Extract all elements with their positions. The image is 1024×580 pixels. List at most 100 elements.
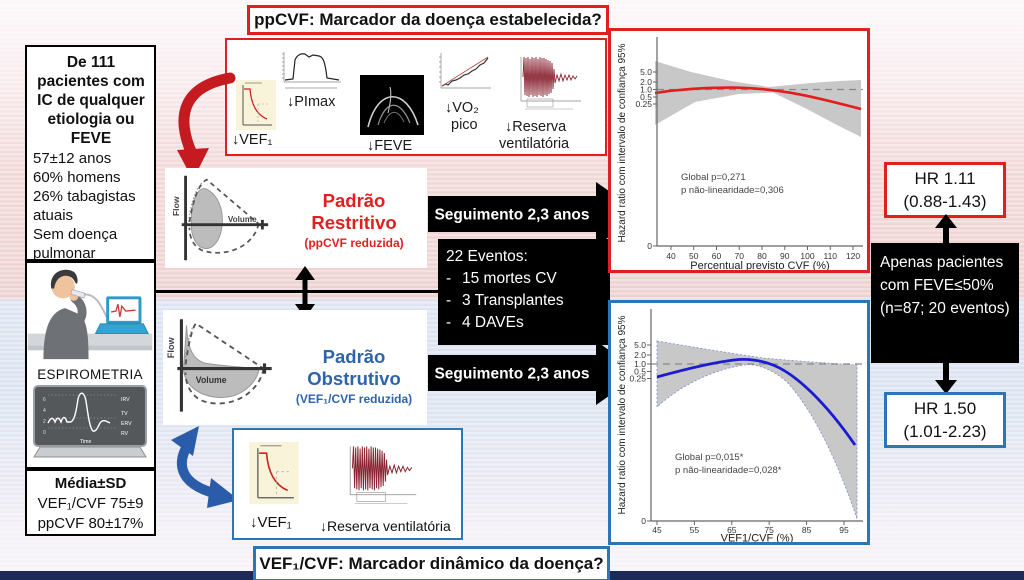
axes bbox=[656, 37, 863, 247]
marker-label-vo2: ↓VO₂ bbox=[445, 100, 479, 116]
marker-label-reserva: ↓Reserva ventilatória bbox=[320, 518, 451, 534]
restrictive-title: Padrão Restritivo bbox=[311, 190, 397, 233]
dynamic-markers-box: ↓VEF₁ ↓Reserva ventilatória bbox=[232, 428, 463, 540]
svg-text:65: 65 bbox=[727, 525, 737, 535]
vef1-decay-plot-icon bbox=[249, 442, 299, 504]
laptop-base bbox=[94, 323, 149, 334]
marker-label-vef1: ↓VEF₁ bbox=[250, 514, 292, 531]
stats-title: Média±SD bbox=[54, 475, 127, 492]
events-item: 3 Transplantes bbox=[462, 292, 564, 309]
obstructive-title: Padrão Obstrutivo bbox=[307, 346, 401, 389]
marker-label-vef1: ↓VEF₁ bbox=[232, 132, 273, 148]
marker-label-vo2-pico: pico bbox=[451, 117, 478, 133]
volume-axis-label: Volume bbox=[196, 375, 227, 385]
svg-text:0: 0 bbox=[641, 516, 646, 526]
marker-label-feve: ↓FEVE bbox=[367, 138, 413, 154]
pimax-plot-icon bbox=[277, 48, 345, 92]
cohort-detail: 26% tabagistas atuais bbox=[33, 188, 136, 224]
top-question-text: ppCVF: Marcador da doença estabelecida? bbox=[254, 10, 602, 29]
hr-vef1cvf-box: HR 1.50 (1.01-2.23) bbox=[884, 392, 1006, 448]
down-arrow bbox=[935, 362, 957, 394]
svg-text:0.5: 0.5 bbox=[634, 367, 646, 377]
events-item: 4 DAVEs bbox=[462, 314, 524, 331]
svg-text:85: 85 bbox=[802, 525, 812, 535]
svg-text:0.5: 0.5 bbox=[640, 92, 652, 102]
hr-ppcvf-box: HR 1.11 (0.88-1.43) bbox=[884, 162, 1006, 218]
bottom-question-box: VEF₁/CVF: Marcador dinâmico da doença? bbox=[253, 546, 610, 580]
y-axis-label: Hazard ratio com intervalo de confiança … bbox=[617, 43, 628, 242]
vef1cvf-hazard-chart: Hazard ratio com intervalo de confiança … bbox=[608, 300, 870, 545]
svg-text:110: 110 bbox=[823, 251, 837, 261]
events-bullet: - bbox=[446, 270, 452, 287]
svg-text:1.0: 1.0 bbox=[640, 85, 652, 95]
lung-volumes-screen: 6 4 2 0 IRV TV ERV RV Time bbox=[33, 385, 147, 458]
y-tick-labels: 5.0 2.0 1.0 0.5 0.25 0 bbox=[635, 67, 652, 251]
events-bullet: - bbox=[446, 292, 452, 309]
axes bbox=[650, 309, 863, 522]
followup-label: Seguimento 2,3 anos bbox=[434, 366, 589, 383]
laptop-trace bbox=[110, 304, 136, 318]
svg-text:0.25: 0.25 bbox=[629, 374, 646, 384]
cohort-detail: 57±12 anos bbox=[33, 150, 112, 167]
top-question-box: ppCVF: Marcador da doença estabelecida? bbox=[247, 5, 609, 35]
hr-ci: (1.01-2.23) bbox=[903, 422, 987, 441]
ppcvf-hazard-plot: Hazard ratio com intervalo de confiança … bbox=[617, 37, 863, 272]
p-nonlinearity-annotation: p não-linearidade=0,028* bbox=[675, 465, 782, 476]
obstructive-subtitle: (VEF₁/CVF reduzida) bbox=[295, 392, 413, 406]
svg-text:60: 60 bbox=[712, 251, 722, 261]
screen-label-time: Time bbox=[80, 439, 91, 445]
screen-ytick: 4 bbox=[43, 408, 46, 414]
blue-curved-double-arrow bbox=[171, 426, 239, 508]
svg-text:80: 80 bbox=[757, 251, 767, 261]
connector-line bbox=[155, 290, 438, 293]
p-value-annotation: Global p=0,271 bbox=[681, 172, 746, 183]
person-head bbox=[51, 274, 75, 299]
stats-line: VEF₁/CVF 75±9 bbox=[37, 495, 144, 512]
confidence-band bbox=[655, 61, 861, 137]
x-axis-label: Percentual previsto CVF (%) bbox=[690, 260, 829, 270]
ppcvf-hazard-chart: Hazard ratio com intervalo de confiança … bbox=[608, 28, 870, 273]
p-nonlinearity-annotation: p não-linearidade=0,306 bbox=[681, 185, 784, 196]
vo2-plot-icon bbox=[435, 49, 495, 93]
screen-ytick: 0 bbox=[43, 430, 46, 436]
screen-ytick: 6 bbox=[43, 397, 46, 403]
screen-label-tv: TV bbox=[121, 411, 128, 417]
svg-text:90: 90 bbox=[780, 251, 790, 261]
x-tick-labels: 45 55 65 75 85 95 bbox=[652, 525, 849, 535]
p-value-annotation: Global p=0,015* bbox=[675, 452, 744, 463]
confidence-band bbox=[656, 340, 858, 520]
svg-text:2.0: 2.0 bbox=[634, 350, 646, 360]
hr-ci: (0.88-1.43) bbox=[903, 192, 987, 211]
x-axis-label: VEF1/CVF (%) bbox=[721, 533, 794, 543]
stats-box: Média±SD VEF₁/CVF 75±9 ppCVF 80±17% bbox=[25, 469, 156, 536]
mouthpiece bbox=[70, 289, 86, 299]
hr-value: HR 1.11 bbox=[914, 169, 976, 188]
svg-text:40: 40 bbox=[666, 251, 676, 261]
svg-text:70: 70 bbox=[735, 251, 745, 261]
spiro-trace bbox=[47, 392, 111, 432]
svg-text:5.0: 5.0 bbox=[640, 67, 652, 77]
followup-label: Seguimento 2,3 anos bbox=[434, 207, 589, 224]
vef1-decay-plot-icon bbox=[236, 80, 276, 130]
svg-text:0.25: 0.25 bbox=[635, 99, 652, 109]
ventilatory-reserve-plot-icon bbox=[513, 53, 585, 113]
feve-echocardiogram-icon bbox=[360, 75, 424, 135]
obstructive-panel: Flow Volume Padrão Obstrutivo (VEF₁/CVF … bbox=[163, 310, 427, 425]
svg-text:5.0: 5.0 bbox=[634, 340, 646, 350]
subgroup-text: Apenas pacientes com FEVE≤50% (n=87; 20 … bbox=[880, 254, 1010, 317]
restrictive-panel: Flow Volume Padrão Restritivo (ppCVF red… bbox=[165, 168, 427, 268]
svg-text:55: 55 bbox=[690, 525, 700, 535]
bottom-question-text: VEF₁/CVF: Marcador dinâmico da doença? bbox=[259, 554, 604, 573]
svg-text:120: 120 bbox=[846, 251, 860, 261]
restrictive-subtitle: (ppCVF reduzida) bbox=[304, 236, 404, 250]
screen-label-irv: IRV bbox=[121, 397, 130, 403]
established-markers-box: ↓VEF₁ ↓PImax ↓FEVE ↓VO₂ pico bbox=[225, 38, 607, 156]
screen-ytick: 2 bbox=[43, 419, 46, 425]
restrictive-flow-volume-loop: Flow Volume bbox=[171, 175, 269, 261]
hazard-curve bbox=[654, 86, 862, 111]
hazard-curve bbox=[656, 357, 857, 446]
marker-label-reserva: ↓Reserva bbox=[505, 119, 567, 135]
marker-label-pimax: ↓PImax bbox=[287, 94, 336, 110]
svg-text:50: 50 bbox=[689, 251, 699, 261]
svg-text:45: 45 bbox=[652, 525, 662, 535]
